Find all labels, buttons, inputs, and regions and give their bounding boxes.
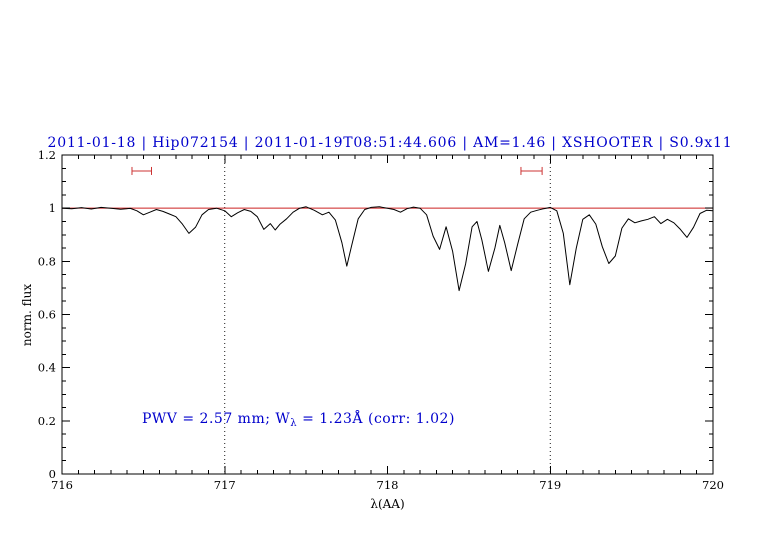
annotation-text-head: PWV = 2.57 mm; W [142,411,291,427]
x-tick-label: 716 [51,478,73,492]
y-tick-label: 0.6 [38,308,56,322]
x-axis-label: λ(AA) [370,497,405,511]
x-tick-label: 720 [702,478,724,492]
spectrum-curve [61,206,714,292]
y-tick-label: 1.2 [38,148,56,162]
annotation-subscript: λ [290,418,298,429]
y-axis-label: norm. flux [20,283,34,347]
y-tick-label: 1 [49,201,56,215]
y-tick-label: 0.2 [38,414,56,428]
y-tick-label: 0.8 [38,254,56,268]
x-tick-label: 719 [539,478,561,492]
x-tick-label: 718 [377,478,399,492]
y-tick-label: 0.4 [38,361,56,375]
plot-title: 2011-01-18 | Hip072154 | 2011-01-19T08:5… [47,135,733,151]
annotation-text-tail: = 1.23Å (corr: 1.02) [297,411,455,427]
pwv-annotation: PWV = 2.57 mm; Wλ = 1.23Å (corr: 1.02) [142,411,455,429]
x-tick-label: 717 [214,478,236,492]
y-tick-label: 0 [49,467,56,481]
